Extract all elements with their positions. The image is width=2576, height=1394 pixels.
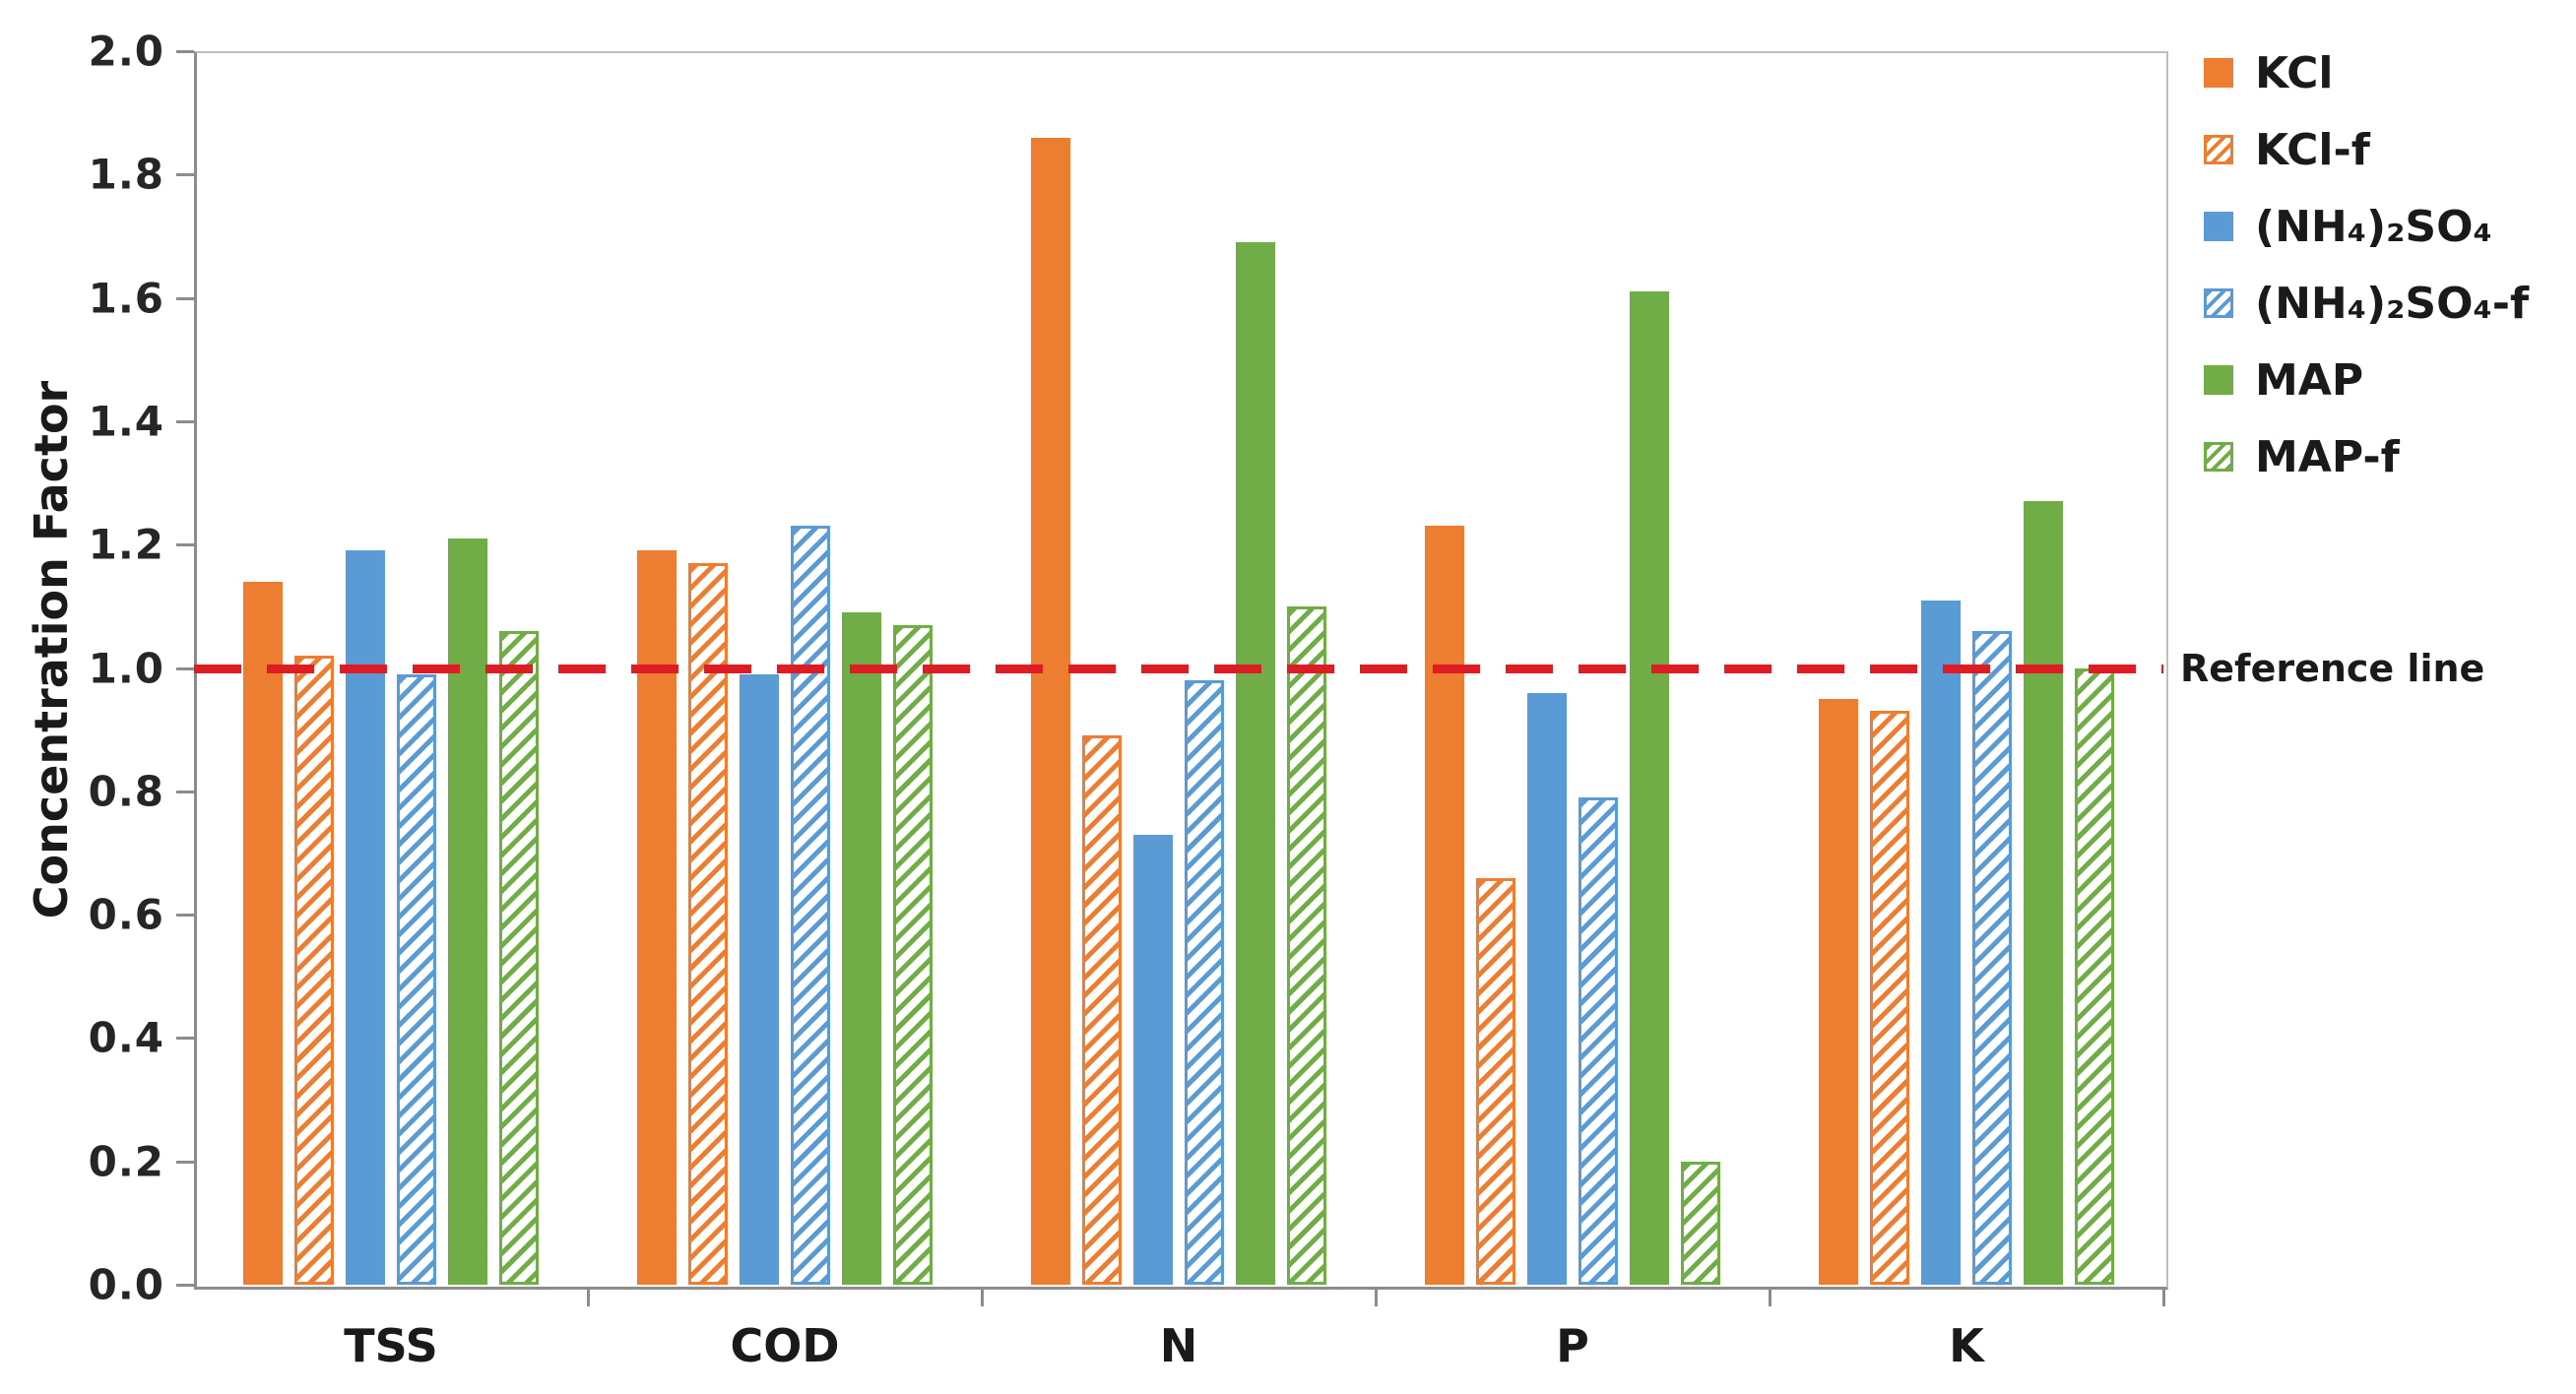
legend-marker-kcl-f [2204, 135, 2233, 164]
legend-item-kcl: KCl [2204, 47, 2529, 98]
y-tick-mark-0.6 [176, 914, 194, 918]
bar-kcl-f-cod [688, 562, 728, 1285]
bar-kcl-p [1425, 526, 1464, 1285]
y-tick-mark-0.2 [176, 1160, 194, 1164]
bar-map-n [1236, 242, 1275, 1285]
bar-nhso-p [1527, 692, 1567, 1285]
y-tick-mark-1.2 [176, 543, 194, 547]
bar-nhso-f-n [1185, 680, 1224, 1285]
x-category-label-tss: TSS [344, 1319, 438, 1372]
x-tick-mark-5 [2162, 1287, 2165, 1306]
y-tick-label-0.8: 0.8 [88, 767, 164, 816]
bar-kcl-f-n [1082, 735, 1122, 1285]
x-tick-mark-4 [1769, 1287, 1771, 1306]
bar-kcl-f-k [1870, 711, 1909, 1285]
bar-map-f-tss [499, 630, 539, 1285]
y-tick-label-1.6: 1.6 [88, 274, 164, 323]
y-tick-mark-1.6 [176, 296, 194, 300]
x-category-label-n: N [1159, 1319, 1198, 1372]
y-tick-mark-0.8 [176, 790, 194, 793]
bar-map-k [2024, 501, 2063, 1285]
bar-nhso-f-tss [397, 673, 436, 1285]
x-category-label-cod: COD [730, 1319, 840, 1372]
bar-kcl-k [1819, 698, 1858, 1285]
bar-nhso-tss [346, 550, 385, 1285]
bar-kcl-tss [243, 581, 283, 1285]
y-tick-label-0.0: 0.0 [88, 1260, 164, 1309]
legend-marker-map-f [2204, 442, 2233, 472]
legend-marker-nhso-f [2204, 288, 2233, 318]
bar-kcl-cod [637, 550, 676, 1285]
reference-line [194, 664, 2163, 673]
x-tick-mark-1 [587, 1287, 590, 1306]
bar-map-p [1630, 291, 1669, 1285]
reference-line-label: Reference line [2180, 647, 2485, 690]
y-tick-label-1.8: 1.8 [88, 150, 164, 199]
legend-label-kcl-f: KCl-f [2255, 124, 2370, 175]
bar-nhso-k [1921, 600, 1961, 1285]
x-tick-mark-2 [981, 1287, 984, 1306]
y-tick-label-0.4: 0.4 [88, 1013, 164, 1062]
y-tick-label-0.2: 0.2 [88, 1137, 164, 1186]
bar-map-f-p [1681, 1161, 1720, 1285]
bar-map-tss [448, 538, 487, 1285]
bar-nhso-f-cod [791, 526, 830, 1285]
bar-map-f-cod [893, 624, 933, 1285]
legend-label-kcl: KCl [2255, 47, 2334, 98]
x-category-label-k: K [1949, 1319, 1984, 1372]
y-tick-label-2.0: 2.0 [88, 27, 164, 76]
legend: KCl KCl-f (NH₄)₂SO₄ (NH₄)₂SO₄-f MAP MAP-f [2204, 47, 2530, 482]
y-tick-mark-0.4 [176, 1037, 194, 1041]
x-category-label-p: P [1556, 1319, 1589, 1372]
legend-item-map-f: MAP-f [2204, 431, 2529, 482]
x-tick-mark-3 [1375, 1287, 1378, 1306]
legend-marker-map [2204, 365, 2233, 395]
y-tick-mark-2.0 [176, 50, 194, 53]
legend-marker-kcl [2204, 58, 2233, 88]
legend-label-nhso-f: (NH₄)₂SO₄-f [2255, 278, 2530, 329]
legend-label-map: MAP [2255, 354, 2364, 406]
bar-nhso-n [1133, 834, 1173, 1285]
y-tick-label-1.4: 1.4 [88, 397, 164, 446]
bar-nhso-cod [740, 673, 779, 1285]
bar-kcl-f-p [1476, 877, 1515, 1285]
y-tick-label-1.0: 1.0 [88, 644, 164, 692]
legend-label-map-f: MAP-f [2255, 431, 2400, 482]
y-axis-title: Concentration Factor [25, 380, 78, 919]
bar-map-f-k [2075, 667, 2114, 1285]
bar-kcl-n [1031, 137, 1070, 1285]
y-tick-mark-1.0 [176, 666, 194, 670]
y-tick-mark-0.0 [176, 1284, 194, 1287]
legend-label-nhso: (NH₄)₂SO₄ [2255, 201, 2492, 252]
y-tick-label-0.6: 0.6 [88, 890, 164, 939]
legend-item-kcl-f: KCl-f [2204, 124, 2529, 175]
y-tick-mark-1.4 [176, 419, 194, 423]
bar-nhso-f-k [1972, 630, 2012, 1285]
legend-item-nhso: (NH₄)₂SO₄ [2204, 201, 2529, 252]
bar-kcl-f-tss [294, 655, 334, 1285]
y-tick-label-1.2: 1.2 [88, 520, 164, 569]
legend-item-map: MAP [2204, 354, 2529, 406]
legend-marker-nhso [2204, 212, 2233, 241]
bar-map-cod [842, 612, 881, 1285]
legend-item-nhso-f: (NH₄)₂SO₄-f [2204, 278, 2530, 329]
bar-map-f-n [1287, 605, 1326, 1285]
bar-nhso-f-p [1578, 797, 1618, 1285]
y-tick-mark-1.8 [176, 173, 194, 177]
